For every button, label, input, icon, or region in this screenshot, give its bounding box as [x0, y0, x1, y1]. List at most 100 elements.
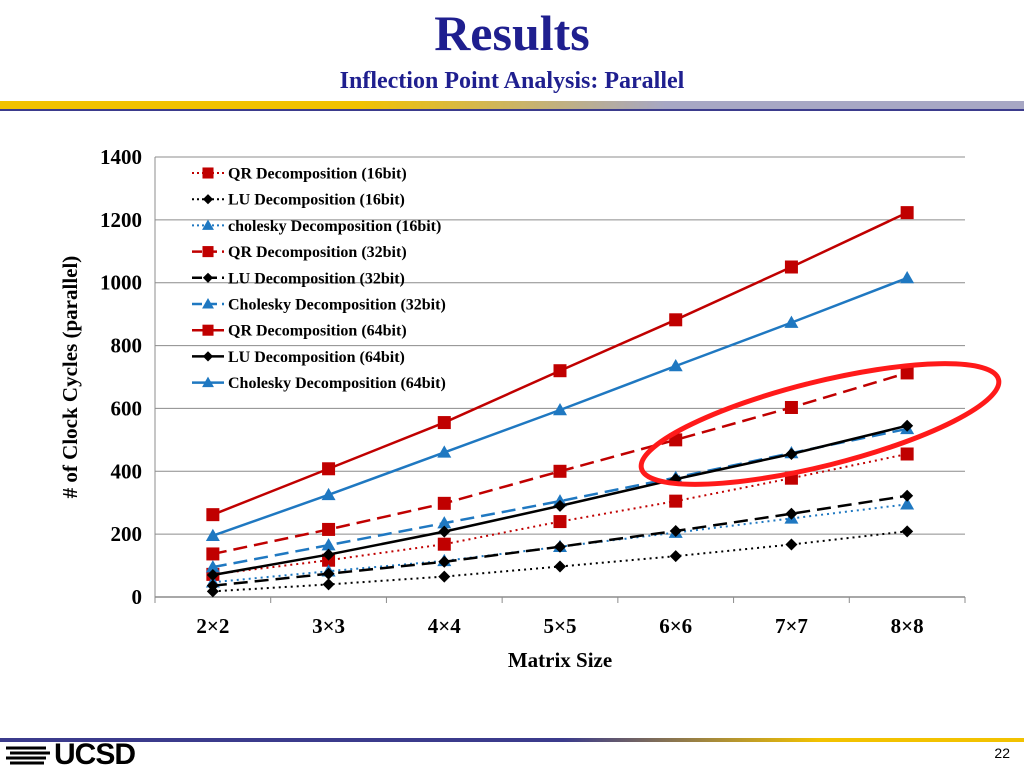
series-point [202, 376, 214, 388]
x-axis-title: Matrix Size [508, 648, 612, 672]
chart-axes: 0 200 400 600 800 1000 1200 1400 2×2 3×3 4×4 5×5 6×6… [58, 145, 966, 672]
legend-entry: Cholesky Decomposition (64bit) [192, 375, 446, 392]
series-point [206, 508, 220, 522]
series-8 [206, 419, 914, 581]
y-tick-label: 0 [132, 585, 143, 609]
y-tick-label: 1000 [100, 271, 142, 295]
series-9 [205, 271, 915, 541]
page-number: 22 [994, 745, 1010, 761]
series-point [205, 560, 220, 573]
series-point [206, 547, 220, 561]
series-5 [206, 489, 914, 592]
legend-label: cholesky Decomposition (16bit) [228, 218, 441, 235]
legend-label: QR Decomposition (16bit) [228, 166, 407, 183]
x-tick-label: 4×4 [428, 614, 461, 638]
series-point [784, 315, 799, 328]
ucsd-trident-icon [6, 746, 50, 765]
header-divider-line [0, 109, 1024, 111]
legend-entry: cholesky Decomposition (16bit) [192, 218, 441, 235]
series-point [202, 246, 214, 258]
header-divider-band [0, 101, 1024, 109]
series-point [901, 419, 914, 432]
series-point [321, 538, 336, 551]
x-tick-label: 8×8 [891, 614, 924, 638]
series-point [202, 324, 214, 336]
legend-label: Cholesky Decomposition (64bit) [228, 375, 446, 392]
series-point [438, 555, 451, 568]
footer-divider-band [0, 738, 1024, 742]
y-tick-label: 600 [111, 396, 143, 420]
series-point [554, 560, 566, 573]
chart-legend: QR Decomposition (16bit) LU Decomposition… [192, 166, 446, 392]
series-point [322, 578, 335, 591]
series-point [553, 515, 567, 529]
x-tick-label: 5×5 [544, 614, 577, 638]
legend-entry: LU Decomposition (64bit) [192, 349, 405, 366]
logo-text: UCSD [54, 738, 136, 771]
series-point [669, 525, 682, 537]
series-point [668, 359, 683, 372]
series-point [900, 271, 915, 284]
series-point [669, 494, 683, 508]
series-point [553, 364, 567, 378]
series-point [901, 489, 914, 502]
series-point [205, 528, 220, 541]
series-point [206, 569, 219, 581]
legend-entry: QR Decomposition (64bit) [192, 323, 407, 340]
legend-label: LU Decomposition (32bit) [228, 270, 405, 287]
series-point [437, 416, 451, 430]
series-point [900, 366, 914, 380]
series-point [437, 445, 452, 458]
series-point [669, 550, 682, 563]
x-tick-label: 2×2 [196, 614, 229, 638]
y-axis-title: # of Clock Cycles (parallel) [58, 256, 82, 499]
x-tick-label: 6×6 [659, 614, 692, 638]
series-point [202, 351, 214, 362]
series-point [202, 298, 214, 309]
highlight-ellipse [638, 361, 1002, 487]
series-point [785, 448, 798, 460]
series-point [553, 464, 567, 478]
series-point [322, 522, 336, 536]
legend-label: Cholesky Decomposition (32bit) [228, 297, 446, 314]
series-point [901, 525, 914, 538]
series-point [784, 400, 798, 414]
series-point [785, 507, 798, 520]
series-point [900, 447, 914, 461]
chart-series [205, 206, 915, 598]
y-tick-label: 800 [111, 334, 143, 358]
legend-label: LU Decomposition (16bit) [228, 192, 405, 209]
legend-label: QR Decomposition (32bit) [228, 244, 407, 261]
y-tick-label: 200 [111, 522, 143, 546]
series-point [202, 272, 214, 283]
legend-entry: LU Decomposition (16bit) [192, 192, 405, 209]
legend-entry: QR Decomposition (32bit) [192, 244, 407, 261]
series-point [554, 499, 566, 512]
slide-title: Results [434, 5, 590, 61]
legend-label: QR Decomposition (64bit) [228, 323, 407, 340]
series-point [437, 496, 451, 510]
series-point [437, 516, 452, 529]
series-point [321, 487, 336, 501]
series-point [438, 525, 451, 538]
series-point [554, 540, 566, 553]
x-tick-label: 7×7 [775, 614, 808, 638]
series-point [900, 206, 914, 220]
series-point [438, 570, 451, 583]
series-point [437, 537, 451, 551]
legend-entry: QR Decomposition (16bit) [192, 166, 407, 183]
series-point [322, 548, 335, 561]
series-point [553, 403, 567, 416]
slide-subtitle: Inflection Point Analysis: Parallel [339, 68, 685, 94]
series-point [202, 194, 214, 205]
series-2 [206, 525, 914, 598]
y-tick-label: 1200 [100, 208, 142, 232]
series-point [202, 219, 214, 230]
series-point [784, 260, 798, 274]
series-point [202, 167, 214, 179]
series-point [322, 462, 336, 476]
series-point [669, 313, 683, 327]
y-tick-label: 1400 [100, 145, 142, 169]
y-tick-label: 400 [111, 459, 143, 483]
x-tick-label: 3×3 [312, 614, 345, 638]
